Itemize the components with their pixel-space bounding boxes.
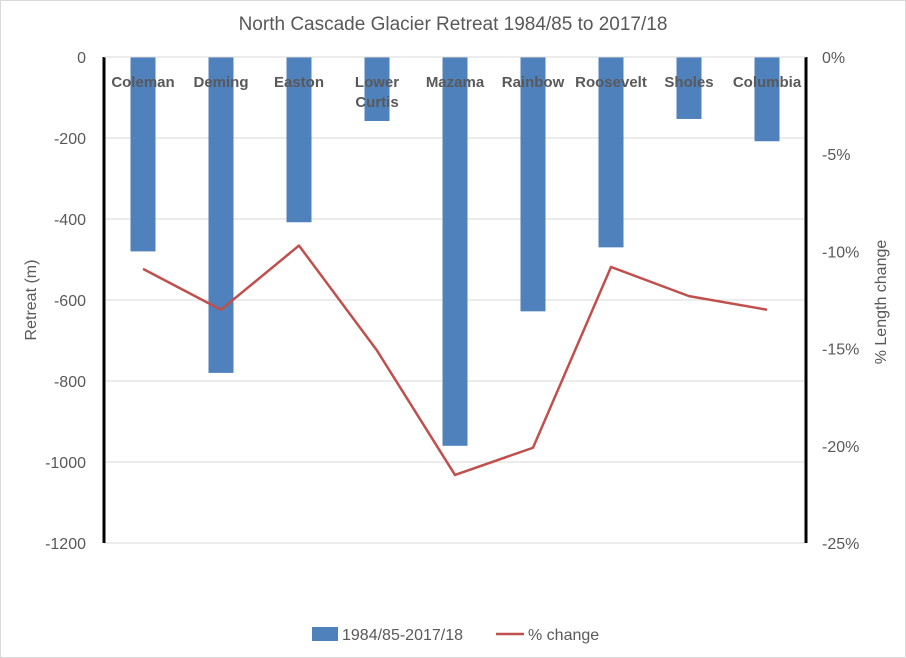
y2-tick-label: -10% (822, 244, 859, 261)
line-series (142, 244, 768, 477)
bar (286, 57, 312, 223)
category-label: Lower Curtis (355, 74, 399, 111)
y2-tick-label: -15% (822, 342, 859, 359)
bar (598, 57, 624, 248)
left-axis-ticks: 0 -200 -400 -600 -800 -1000 -1200 (45, 50, 86, 553)
category-label: Deming (193, 74, 248, 91)
category-label: Columbia (733, 74, 802, 91)
category-label-line: Columbia (733, 74, 802, 91)
y-tick-label: -800 (54, 374, 86, 391)
category-labels: Coleman Deming Easton Lower Curtis Mazama Rain… (111, 74, 802, 111)
y-axis-label: Retreat (m) (23, 260, 40, 341)
line-path (142, 244, 768, 477)
category-label: Sholes (664, 74, 713, 91)
axes (102, 56, 808, 543)
category-label-line: Deming (193, 74, 248, 91)
y-tick-label: -400 (54, 212, 86, 229)
category-label: Coleman (111, 74, 174, 91)
y2-tick-label: 0% (822, 50, 845, 67)
bar (442, 57, 468, 446)
y-tick-label: -600 (54, 293, 86, 310)
y2-tick-label: -5% (822, 147, 850, 164)
y2-tick-label: -20% (822, 439, 859, 456)
legend-bar-label: 1984/85-2017/18 (342, 627, 463, 644)
chart-title: North Cascade Glacier Retreat 1984/85 to… (239, 14, 668, 35)
y2-axis-label: % Length change (873, 240, 890, 365)
right-axis-ticks: 0% -5% -10% -15% -20% -25% (822, 50, 859, 553)
bar (364, 57, 390, 121)
category-label: Rainbow (502, 74, 565, 91)
y-tick-label: 0 (77, 50, 86, 67)
category-label: Roosevelt (575, 74, 647, 91)
category-label-line: Sholes (664, 74, 713, 91)
category-label-line: Curtis (355, 94, 398, 111)
category-label-line: Rainbow (502, 74, 565, 91)
category-label-line: Roosevelt (575, 74, 647, 91)
category-label-line: Easton (274, 74, 324, 91)
bar (520, 57, 546, 312)
legend-bar-swatch (312, 627, 338, 641)
y2-tick-label: -25% (822, 536, 859, 553)
bar (130, 57, 156, 252)
category-label: Easton (274, 74, 324, 91)
y-tick-label: -1200 (45, 536, 86, 553)
y-tick-label: -1000 (45, 455, 86, 472)
legend: 1984/85-2017/18 % change (312, 627, 599, 644)
bar (754, 57, 780, 142)
category-label: Mazama (426, 74, 485, 91)
bar (208, 57, 234, 373)
category-label-line: Coleman (111, 74, 174, 91)
category-label-line: Mazama (426, 74, 485, 91)
bar (676, 57, 702, 119)
y-tick-label: -200 (54, 131, 86, 148)
legend-line-label: % change (528, 627, 599, 644)
bar-series (130, 57, 780, 446)
category-label-line: Lower (355, 74, 399, 91)
